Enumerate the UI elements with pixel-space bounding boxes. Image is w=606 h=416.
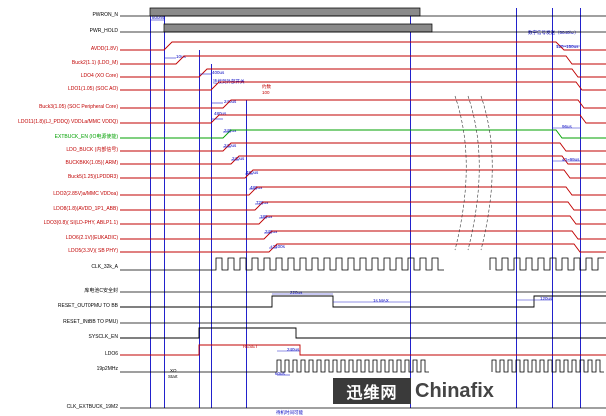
- timing-annotation: 100: [262, 90, 270, 95]
- signal-label: CLK_32k_A: [91, 264, 118, 270]
- signal-label: BUCKBKK(1.05)( ARM): [65, 160, 118, 166]
- signal-label: LDO5(3.3V)( SB PHY): [68, 248, 118, 254]
- marker-line: [516, 8, 517, 408]
- marker-line: [164, 8, 165, 408]
- timing-annotation: 120~150us: [556, 44, 579, 49]
- timing-annotation: 40~99us: [562, 157, 580, 162]
- signal-label: EXTBUCK_EN (IO电源使能): [54, 134, 118, 140]
- signal-label: LDO6(2.1V)(EUKADIC): [65, 235, 118, 241]
- signal-label: Buck5(1.25)(LPDDR3): [67, 174, 118, 180]
- timing-annotation: 480us: [246, 170, 259, 175]
- timing-annotation: 800ns: [152, 15, 165, 20]
- signal-label: LDO1(1.05) (SOC AO): [67, 86, 118, 92]
- signal-label: LDO8(1.8)(AVDD_1P1_ABB): [53, 206, 118, 212]
- signal-label: Buck3(1.05) (SOC Peripheral Core): [39, 104, 118, 110]
- timing-annotation: 10us: [176, 54, 186, 59]
- signal-label: RESET_INtBB TO PMU): [63, 319, 118, 325]
- timing-annotation: RESET: [243, 344, 259, 349]
- signal-label: LDO_BUCK (内部信号): [66, 147, 118, 153]
- timing-annotation: +2400s: [270, 244, 285, 249]
- marker-line: [246, 100, 247, 408]
- timing-annotation: 连接到外部开关: [213, 79, 245, 84]
- timing-annotation: 220us: [290, 290, 303, 295]
- marker-line: [211, 64, 212, 408]
- marker-line: [199, 50, 200, 408]
- signal-label: LDO4 (XO Core): [80, 73, 118, 79]
- signal-label: LDO11(1.8)(LJ_PDDQ) VDDLa/MMC VDDQ): [18, 119, 118, 125]
- marker-line: [410, 8, 411, 408]
- watermark-logo: 迅维网: [333, 378, 411, 404]
- watermark-text: Chinafix: [415, 380, 494, 402]
- signal-label: AVDD(1.8V): [90, 46, 118, 52]
- timing-annotation: 60us: [275, 371, 285, 376]
- timing-annotation: 240us: [224, 143, 237, 148]
- signal-label: LDO2(2.85V)a/MMC VDDoa): [53, 191, 118, 197]
- signal-label: Buck2(1.1) (LDO_M): [71, 60, 118, 66]
- timing-annotation: 480us: [214, 111, 227, 116]
- timing-annotation: 120us: [540, 296, 553, 301]
- marker-line: [150, 8, 151, 408]
- signal-label: PWR_HOLD: [89, 28, 118, 34]
- marker-line: [552, 8, 553, 408]
- signal-label: RESET_OUT0PMU TO BB: [57, 303, 118, 309]
- marker-line: [580, 8, 581, 408]
- timing-annotation: 待机时间可能: [276, 410, 303, 415]
- timing-annotation: 数字信号发送（5040hz）: [528, 30, 579, 35]
- timing-annotation: 240us: [232, 156, 245, 161]
- signal-label: 库电池C安全封: [84, 288, 118, 294]
- timing-annotation: 240us: [287, 347, 300, 352]
- signal-label: LDO6: [104, 351, 118, 357]
- timing-annotation: 96us: [562, 124, 572, 129]
- signal-label: LDO3(0.8)( SI(LD-PHY, ABLP1.1): [43, 220, 118, 226]
- signal-label: PWRON_N: [92, 12, 118, 18]
- timing-annotation: XO: [170, 368, 177, 373]
- signal-label: SYSCLK_EN: [88, 334, 118, 340]
- signal-label: CLK_EXTBUCK_19M2: [66, 404, 118, 410]
- timing-annotation: 约数: [262, 84, 271, 89]
- timing-annotation: 400us: [212, 70, 225, 75]
- timing-annotation: Start: [168, 374, 178, 379]
- signal-label: 19p2MHz: [96, 366, 118, 372]
- timing-annotation: 1s MAX: [373, 298, 389, 303]
